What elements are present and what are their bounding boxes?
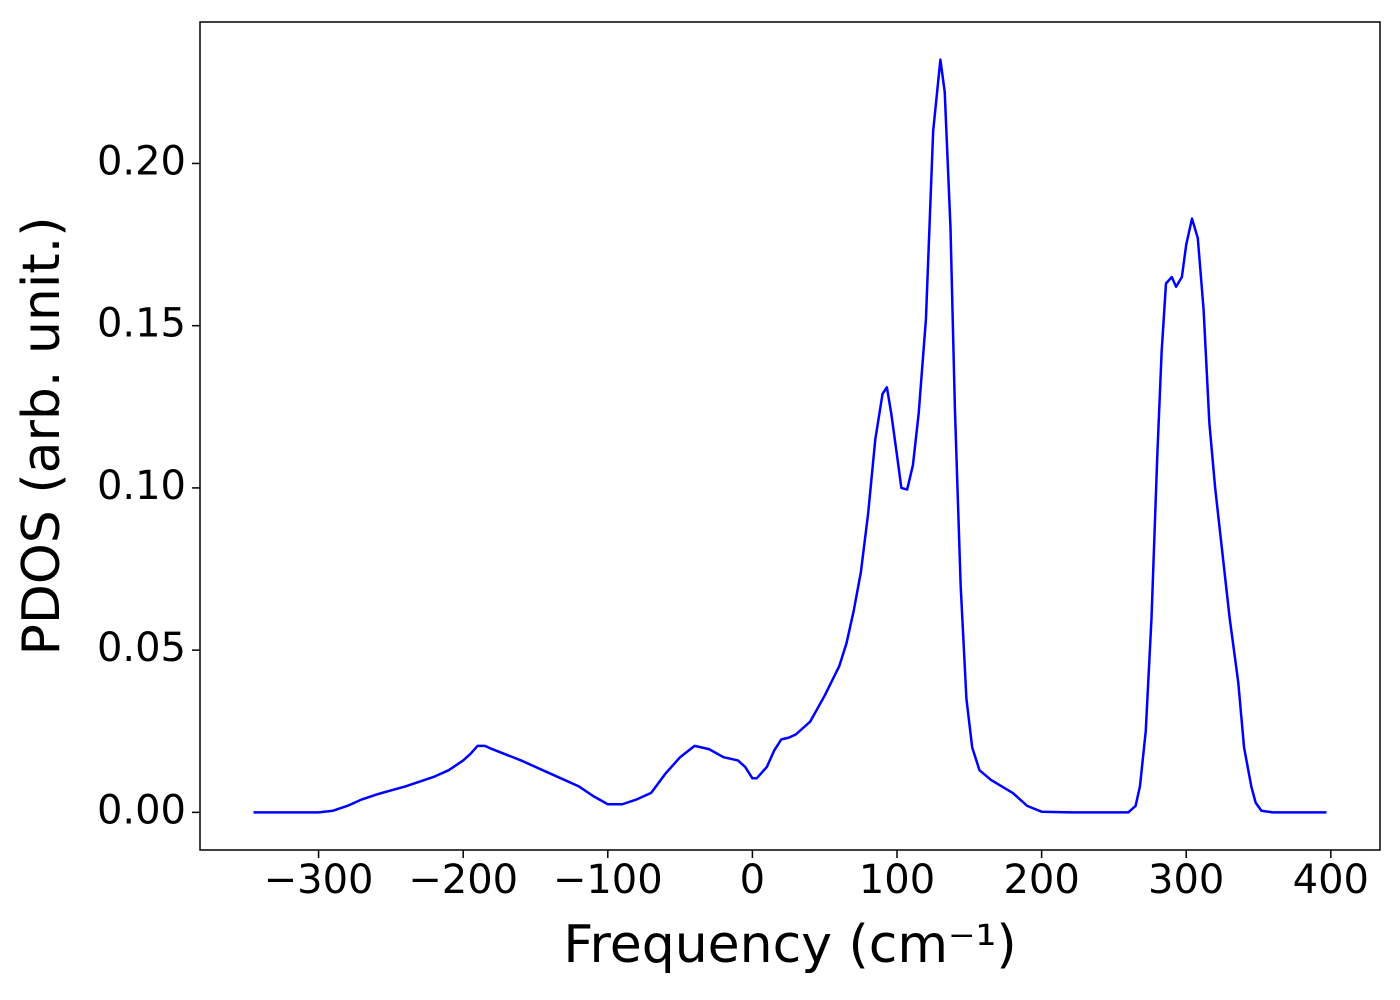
x-tick-label: 400 — [1293, 857, 1369, 903]
x-tick-label: 0 — [740, 857, 765, 903]
y-tick-label: 0.00 — [97, 787, 186, 833]
x-tick-label: 300 — [1148, 857, 1224, 903]
x-tick-label: 200 — [1003, 857, 1079, 903]
y-tick-label: 0.15 — [97, 301, 186, 347]
plot-frame — [199, 21, 1381, 851]
x-axis-label: Frequency (cm⁻¹) — [563, 915, 1016, 975]
y-tick-label: 0.10 — [97, 463, 186, 509]
x-tick-label: −300 — [264, 857, 374, 903]
data-line — [253, 58, 1327, 814]
x-tick-label: −100 — [553, 857, 663, 903]
y-tick-label: 0.20 — [97, 138, 186, 184]
y-tick-label: 0.05 — [97, 625, 186, 671]
x-tick-label: 100 — [859, 857, 935, 903]
y-axis-label: PDOS (arb. unit.) — [12, 216, 72, 655]
x-tick-label: −200 — [408, 857, 518, 903]
